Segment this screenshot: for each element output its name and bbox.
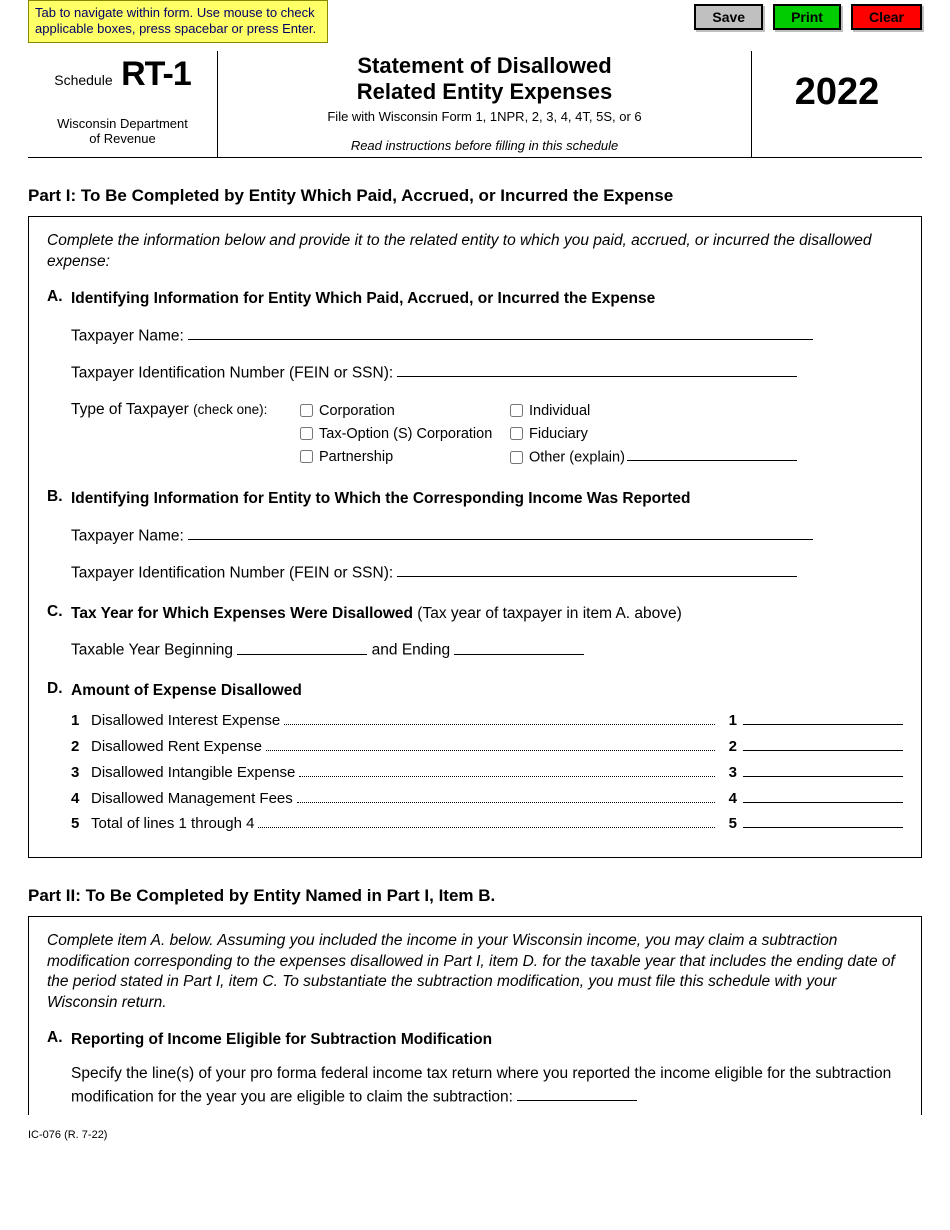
amt-label: Disallowed Management Fees xyxy=(91,788,293,810)
chk-individual[interactable]: Individual xyxy=(506,401,797,422)
amt-dots xyxy=(284,716,715,725)
amount-row-2: 2Disallowed Rent Expense2 xyxy=(71,736,903,758)
chk-other[interactable]: Other (explain) xyxy=(506,447,797,469)
amount-row-1: 1Disallowed Interest Expense1 xyxy=(71,710,903,732)
part2-title: Part II: To Be Completed by Entity Named… xyxy=(28,886,922,906)
nav-hint: Tab to navigate within form. Use mouse t… xyxy=(28,0,328,43)
chk-corporation[interactable]: Corporation xyxy=(296,401,506,422)
amt-dots xyxy=(299,768,715,777)
amt-num-right: 5 xyxy=(719,813,737,835)
amt-dots xyxy=(258,819,715,828)
amt-num-left: 4 xyxy=(71,788,91,810)
b-name-input[interactable] xyxy=(188,525,813,541)
c-end-label: and Ending xyxy=(372,642,450,659)
amt-num-left: 2 xyxy=(71,736,91,758)
form-header: Schedule RT-1 Wisconsin Department of Re… xyxy=(28,51,922,159)
amount-row-5: 5Total of lines 1 through 45 xyxy=(71,813,903,835)
c-begin-input[interactable] xyxy=(237,639,367,655)
other-explain-input[interactable] xyxy=(627,447,797,462)
amt-input-2[interactable] xyxy=(743,736,903,751)
a-type-label: Type of Taxpayer xyxy=(71,401,189,418)
chk-s-corp[interactable]: Tax-Option (S) Corporation xyxy=(296,424,506,445)
amt-dots xyxy=(297,794,715,803)
sec-b-letter: B. xyxy=(47,488,71,584)
part2-box: Complete item A. below. Assuming you inc… xyxy=(28,916,922,1115)
sec-d-title: Amount of Expense Disallowed xyxy=(71,682,302,699)
save-button[interactable]: Save xyxy=(694,4,763,30)
amt-input-4[interactable] xyxy=(743,788,903,803)
amt-label: Disallowed Intangible Expense xyxy=(91,762,295,784)
part1-box: Complete the information below and provi… xyxy=(28,216,922,858)
amt-num-right: 2 xyxy=(719,736,737,758)
b-name-label: Taxpayer Name: xyxy=(71,527,184,544)
a-name-label: Taxpayer Name: xyxy=(71,327,184,344)
amt-label: Disallowed Interest Expense xyxy=(91,710,280,732)
amt-input-5[interactable] xyxy=(743,813,903,828)
p2-a-body: Specify the line(s) of your pro forma fe… xyxy=(71,1065,891,1105)
amt-label: Total of lines 1 through 4 xyxy=(91,813,254,835)
p2-a-letter: A. xyxy=(47,1029,71,1109)
dept-line1: Wisconsin Department xyxy=(34,116,211,132)
print-button[interactable]: Print xyxy=(773,4,841,30)
amt-label: Disallowed Rent Expense xyxy=(91,736,262,758)
part1-intro: Complete the information below and provi… xyxy=(47,231,903,272)
a-name-input[interactable] xyxy=(188,325,813,341)
amt-num-left: 3 xyxy=(71,762,91,784)
amt-num-right: 1 xyxy=(719,710,737,732)
a-check-one: (check one): xyxy=(193,402,267,417)
schedule-code: RT-1 xyxy=(121,55,191,94)
chk-partnership[interactable]: Partnership xyxy=(296,447,506,468)
button-row: Save Print Clear xyxy=(694,0,922,30)
tax-year: 2022 xyxy=(752,71,922,114)
a-tin-label: Taxpayer Identification Number (FEIN or … xyxy=(71,364,393,381)
c-begin-label: Taxable Year Beginning xyxy=(71,642,233,659)
schedule-word: Schedule xyxy=(54,72,112,88)
file-with: File with Wisconsin Form 1, 1NPR, 2, 3, … xyxy=(222,109,747,124)
sec-a-letter: A. xyxy=(47,288,71,470)
clear-button[interactable]: Clear xyxy=(851,4,922,30)
amt-num-right: 4 xyxy=(719,788,737,810)
p2-a-input[interactable] xyxy=(517,1086,637,1102)
sec-c-title: Tax Year for Which Expenses Were Disallo… xyxy=(71,605,413,622)
amount-row-4: 4Disallowed Management Fees4 xyxy=(71,788,903,810)
amt-input-1[interactable] xyxy=(743,710,903,725)
chk-fiduciary[interactable]: Fiduciary xyxy=(506,424,797,445)
amt-input-3[interactable] xyxy=(743,762,903,777)
b-tin-label: Taxpayer Identification Number (FEIN or … xyxy=(71,564,393,581)
a-tin-input[interactable] xyxy=(397,362,797,378)
sec-b-title: Identifying Information for Entity to Wh… xyxy=(71,490,690,507)
form-title-1: Statement of Disallowed xyxy=(222,53,747,79)
sec-d-letter: D. xyxy=(47,680,71,839)
read-instructions: Read instructions before filling in this… xyxy=(222,138,747,153)
amt-num-left: 1 xyxy=(71,710,91,732)
sec-c-paren: (Tax year of taxpayer in item A. above) xyxy=(413,605,682,622)
part2-intro: Complete item A. below. Assuming you inc… xyxy=(47,931,903,1013)
sec-c-letter: C. xyxy=(47,603,71,662)
sec-a-title: Identifying Information for Entity Which… xyxy=(71,290,655,307)
amt-num-right: 3 xyxy=(719,762,737,784)
form-title-2: Related Entity Expenses xyxy=(222,79,747,105)
amt-dots xyxy=(266,742,715,751)
dept-line2: of Revenue xyxy=(34,131,211,147)
amount-row-3: 3Disallowed Intangible Expense3 xyxy=(71,762,903,784)
c-end-input[interactable] xyxy=(454,639,584,655)
p2-a-title: Reporting of Income Eligible for Subtrac… xyxy=(71,1031,492,1048)
form-footer-code: IC-076 (R. 7-22) xyxy=(28,1129,922,1141)
part1-title: Part I: To Be Completed by Entity Which … xyxy=(28,186,922,206)
amt-num-left: 5 xyxy=(71,813,91,835)
b-tin-input[interactable] xyxy=(397,562,797,578)
